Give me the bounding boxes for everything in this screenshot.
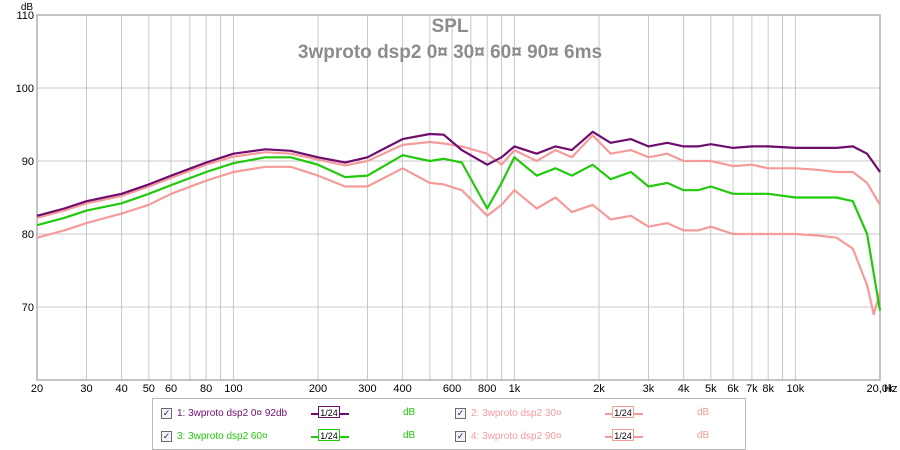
x-tick-label: 300: [358, 383, 376, 395]
x-tick-label: 8k: [762, 383, 774, 395]
x-tick-label: 50: [143, 383, 155, 395]
legend-item-4[interactable]: ✓ 4: 3wproto dsp2 90¤ 1/24 dB: [455, 428, 735, 444]
x-tick-label: 400: [393, 383, 411, 395]
series-line-4: [36, 165, 882, 316]
x-tick-label: 60: [165, 383, 177, 395]
smoothing-indicator-2[interactable]: 1/24: [605, 406, 643, 420]
x-tick-label: 4k: [678, 383, 690, 395]
x-tick-label: 40: [115, 383, 127, 395]
y-tick-label: 110: [16, 10, 34, 22]
y-tick-label: 90: [22, 156, 34, 168]
x-tick-labels: 20 30 40 50 60 80 100 200 300 400 600 800 1k 2k 3k 4k 5k…: [31, 383, 894, 395]
legend-label-3: 3: 3wproto dsp2 60¤: [177, 430, 268, 442]
x-tick-label: 800: [478, 383, 496, 395]
x-tick-label: 2k: [593, 383, 605, 395]
series-line-2: [36, 134, 881, 219]
legend: ✓ 1: 3wproto dsp2 0¤ 92db 1/24 dB ✓ 2: 3…: [152, 398, 746, 450]
legend-checkbox-4[interactable]: ✓: [455, 430, 466, 442]
x-tick-label: 20,0k: [867, 383, 894, 395]
chart-title: SPL: [432, 16, 469, 37]
x-tick-label: 3k: [643, 383, 655, 395]
x-tick-label: 600: [443, 383, 461, 395]
y-tick-label: 70: [22, 302, 34, 314]
legend-unit-2: dB: [697, 407, 710, 418]
legend-item-1[interactable]: ✓ 1: 3wproto dsp2 0¤ 92db 1/24 dB: [161, 405, 441, 421]
x-tick-label: 1k: [509, 383, 521, 395]
y-unit-label: dB: [21, 2, 34, 13]
legend-label-4: 4: 3wproto dsp2 90¤: [471, 430, 562, 442]
legend-unit-4: dB: [697, 430, 710, 441]
series-line-3: [36, 154, 882, 311]
x-tick-label: 200: [309, 383, 327, 395]
x-tick-label: 20: [31, 383, 43, 395]
smoothing-indicator-3[interactable]: 1/24: [311, 429, 349, 443]
series-line-1: [36, 130, 881, 217]
y-tick-label: 100: [16, 83, 34, 95]
x-tick-label: 6k: [727, 383, 739, 395]
x-tick-label: 7k: [746, 383, 758, 395]
legend-label-2: 2: 3wproto dsp2 30¤: [471, 407, 562, 419]
x-tick-label: 30: [80, 383, 92, 395]
x-tick-label: 80: [200, 383, 212, 395]
x-tick-label: 5k: [705, 383, 717, 395]
spl-chart: SPL 3wproto dsp2 0¤ 30¤ 60¤ 90¤ 6ms dB H…: [16, 2, 898, 395]
legend-label-1: 1: 3wproto dsp2 0¤ 92db: [177, 407, 288, 419]
legend-item-3[interactable]: ✓ 3: 3wproto dsp2 60¤ 1/24 dB: [161, 428, 441, 444]
x-tick-label: 10k: [787, 383, 805, 395]
smoothing-indicator-1[interactable]: 1/24: [311, 406, 349, 420]
x-tick-label: 100: [224, 383, 242, 395]
legend-checkbox-3[interactable]: ✓: [161, 430, 172, 442]
plot-frame: [36, 14, 881, 381]
legend-checkbox-1[interactable]: ✓: [161, 407, 172, 419]
x-unit-label: Hz: [884, 383, 897, 395]
legend-checkbox-2[interactable]: ✓: [455, 407, 466, 419]
series-lines: [36, 130, 882, 316]
legend-unit-1: dB: [403, 407, 416, 418]
chart-subtitle: 3wproto dsp2 0¤ 30¤ 60¤ 90¤ 6ms: [298, 42, 602, 63]
smoothing-indicator-4[interactable]: 1/24: [605, 429, 643, 443]
legend-item-2[interactable]: ✓ 2: 3wproto dsp2 30¤ 1/24 dB: [455, 405, 735, 421]
legend-unit-3: dB: [403, 430, 416, 441]
y-tick-label: 80: [22, 229, 34, 241]
y-tick-labels: 110 100 90 80 70: [16, 10, 34, 314]
